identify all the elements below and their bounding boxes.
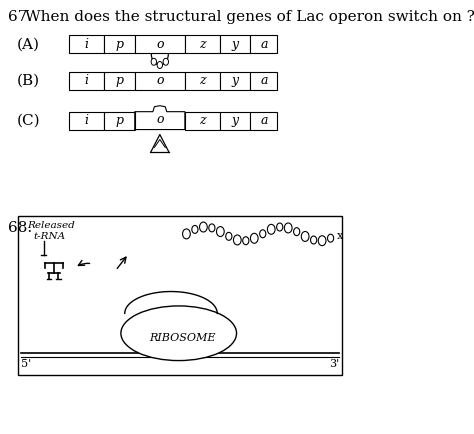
Bar [18, 216, 342, 375]
Bar [135, 72, 185, 90]
Text: o: o [156, 74, 164, 87]
Circle shape [163, 58, 169, 65]
Text: y: y [231, 38, 238, 51]
Text: t-RNA: t-RNA [34, 232, 66, 241]
Text: 5': 5' [21, 359, 32, 369]
Text: a: a [260, 114, 268, 127]
Circle shape [284, 223, 292, 233]
Text: i: i [84, 114, 89, 127]
Bar [219, 112, 250, 130]
Circle shape [209, 224, 215, 232]
Circle shape [277, 223, 283, 231]
Circle shape [217, 227, 224, 237]
Circle shape [250, 233, 258, 243]
Text: x: x [337, 231, 343, 241]
Text: (B): (B) [17, 74, 40, 88]
Circle shape [234, 235, 241, 245]
Polygon shape [125, 292, 217, 313]
Bar [219, 72, 250, 90]
Text: z: z [199, 38, 206, 51]
Bar [69, 72, 104, 90]
Text: a: a [260, 38, 268, 51]
Text: p: p [115, 114, 123, 127]
Text: p: p [115, 74, 123, 87]
Bar [185, 35, 219, 53]
Circle shape [301, 231, 309, 241]
Bar [104, 112, 135, 130]
Text: 3': 3' [329, 359, 339, 369]
Bar [104, 72, 135, 90]
Circle shape [200, 222, 207, 232]
Bar [219, 35, 250, 53]
Text: y: y [231, 114, 238, 127]
Circle shape [243, 237, 249, 245]
Text: o: o [156, 113, 164, 126]
Bar [69, 112, 104, 130]
Circle shape [192, 225, 198, 233]
Bar [250, 112, 277, 130]
Text: i: i [84, 38, 89, 51]
Text: (A): (A) [17, 37, 40, 51]
Bar [135, 35, 185, 53]
Circle shape [293, 228, 300, 236]
Bar [185, 112, 219, 130]
Circle shape [157, 62, 163, 69]
Circle shape [328, 234, 334, 242]
Text: y: y [231, 74, 238, 87]
Bar [250, 35, 277, 53]
Circle shape [267, 224, 275, 234]
Ellipse shape [121, 306, 237, 361]
Bar [185, 72, 219, 90]
Bar [69, 35, 104, 53]
Circle shape [182, 229, 190, 239]
Text: 67.: 67. [8, 10, 32, 24]
Text: o: o [156, 38, 164, 51]
Text: RIBOSOME: RIBOSOME [149, 333, 216, 343]
Circle shape [318, 236, 326, 246]
Bar [250, 72, 277, 90]
Text: p: p [115, 38, 123, 51]
Bar [104, 35, 135, 53]
Circle shape [151, 58, 156, 65]
Text: (C): (C) [17, 114, 40, 128]
Text: i: i [84, 74, 89, 87]
Circle shape [310, 236, 317, 244]
Text: z: z [199, 114, 206, 127]
Text: When does the structural genes of Lac operon switch on ?: When does the structural genes of Lac op… [25, 10, 474, 24]
Text: a: a [260, 74, 268, 87]
Circle shape [226, 232, 232, 240]
Text: 68.: 68. [8, 221, 32, 235]
Circle shape [260, 230, 266, 238]
Text: Released: Released [27, 221, 75, 230]
Text: z: z [199, 74, 206, 87]
